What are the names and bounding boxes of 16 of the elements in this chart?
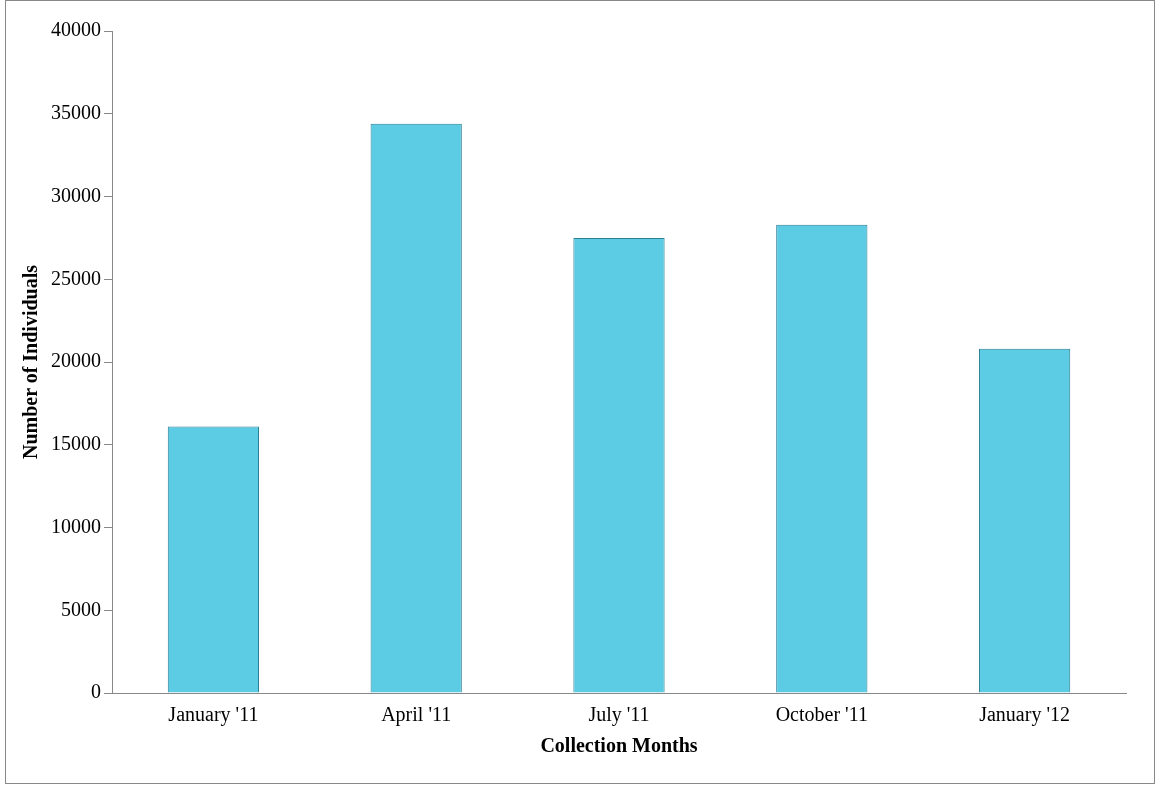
y-tick-label: 35000 [51,101,101,123]
x-tick-label: October '11 [775,703,868,726]
y-tick-label: 15000 [51,432,101,454]
y-tick-label: 25000 [51,266,101,289]
x-tick-label: January '12 [979,703,1071,727]
y-axis-title: Number of Individuals [19,264,42,460]
x-tick-label: January '11 [168,703,259,727]
x-tick-label: April '11 [381,703,452,727]
x-tick-label: July '11 [588,703,650,727]
y-tick-label: 40000 [51,18,101,41]
y-tick-label: 10000 [51,514,101,537]
y-tick-label: 30000 [51,183,101,206]
y-tick-label: 20000 [51,349,101,372]
y-tick-label: 5000 [61,597,101,620]
y-tick-label: 0 [91,680,101,703]
x-axis-title: Collection Months [540,734,698,757]
